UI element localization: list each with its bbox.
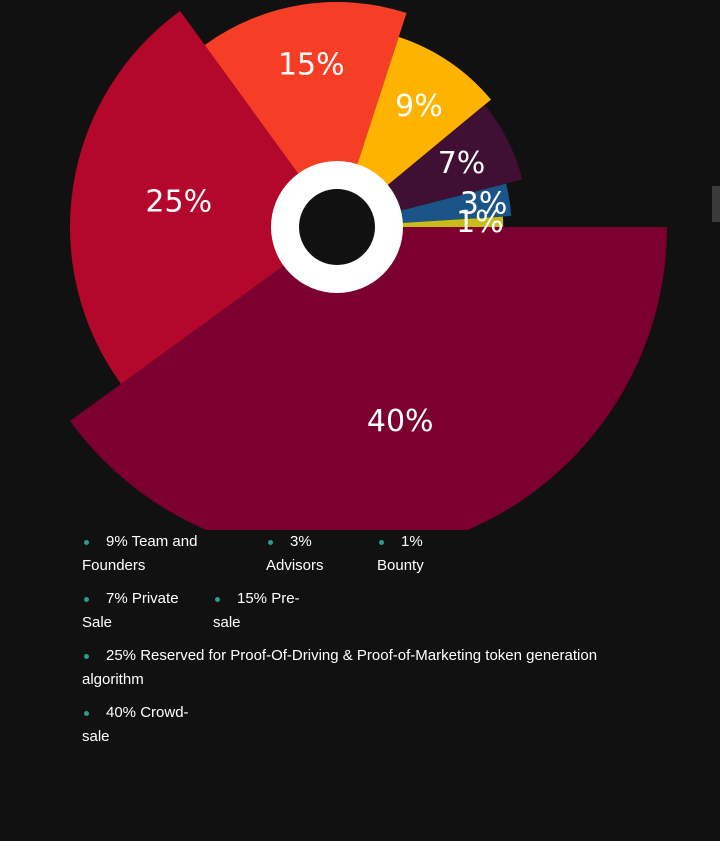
legend-label: 1% Bounty bbox=[377, 533, 424, 574]
slice-percent-label: 7% bbox=[438, 146, 486, 181]
legend-item-private-sale: 7% Private Sale bbox=[82, 587, 182, 635]
legend-bullet bbox=[84, 540, 89, 545]
legend-item-advisors: 3% Advisors bbox=[266, 530, 326, 578]
legend-item-reserved: 25% Reserved for Proof-Of-Driving & Proo… bbox=[82, 644, 602, 692]
legend-label: 25% Reserved for Proof-Of-Driving & Proo… bbox=[82, 647, 598, 688]
legend-row: 7% Private Sale 15% Pre-sale bbox=[82, 587, 642, 635]
pie-slice bbox=[69, 10, 337, 384]
token-distribution-chart: 40% 25% 15% 9% 7% 3%1% bbox=[69, 1, 667, 530]
slice-percent-label: 15% bbox=[278, 47, 345, 82]
legend-item-bounty: 1% Bounty bbox=[377, 530, 437, 578]
legend-bullet bbox=[215, 597, 220, 602]
pie-slice bbox=[204, 1, 407, 227]
legend-item-crowd-sale: 40% Crowd-sale bbox=[82, 701, 192, 749]
chart-slice-labels: 40% 25% 15% 9% 7% 3%1% bbox=[145, 47, 507, 439]
slice-percent-label: 3% bbox=[460, 186, 508, 221]
slice-percent-label: 1% bbox=[456, 205, 504, 240]
legend-label: 7% Private Sale bbox=[82, 590, 179, 631]
legend-bullet bbox=[84, 711, 89, 716]
chart-center-hole bbox=[299, 189, 375, 265]
legend-bullet bbox=[379, 540, 384, 545]
legend-label: 40% Crowd-sale bbox=[82, 704, 189, 745]
legend-row: 40% Crowd-sale bbox=[82, 701, 642, 749]
slice-percent-label: 25% bbox=[145, 184, 212, 219]
chart-legend: 9% Team and Founders 3% Advisors 1% Boun… bbox=[82, 530, 642, 758]
legend-item-team-founders: 9% Team and Founders bbox=[82, 530, 212, 578]
legend-bullet bbox=[84, 597, 89, 602]
legend-label: 9% Team and Founders bbox=[82, 533, 198, 574]
legend-label: 3% Advisors bbox=[266, 533, 324, 574]
legend-bullet bbox=[84, 654, 89, 659]
slice-percent-label: 9% bbox=[395, 89, 443, 124]
legend-item-pre-sale: 15% Pre-sale bbox=[213, 587, 313, 635]
legend-row: 25% Reserved for Proof-Of-Driving & Proo… bbox=[82, 644, 642, 692]
legend-bullet bbox=[268, 540, 273, 545]
slice-percent-label: 40% bbox=[367, 404, 434, 439]
legend-label: 15% Pre-sale bbox=[213, 590, 300, 631]
legend-row: 9% Team and Founders 3% Advisors 1% Boun… bbox=[82, 530, 642, 578]
scroll-tab[interactable] bbox=[712, 186, 720, 222]
pie-slice bbox=[70, 227, 667, 530]
